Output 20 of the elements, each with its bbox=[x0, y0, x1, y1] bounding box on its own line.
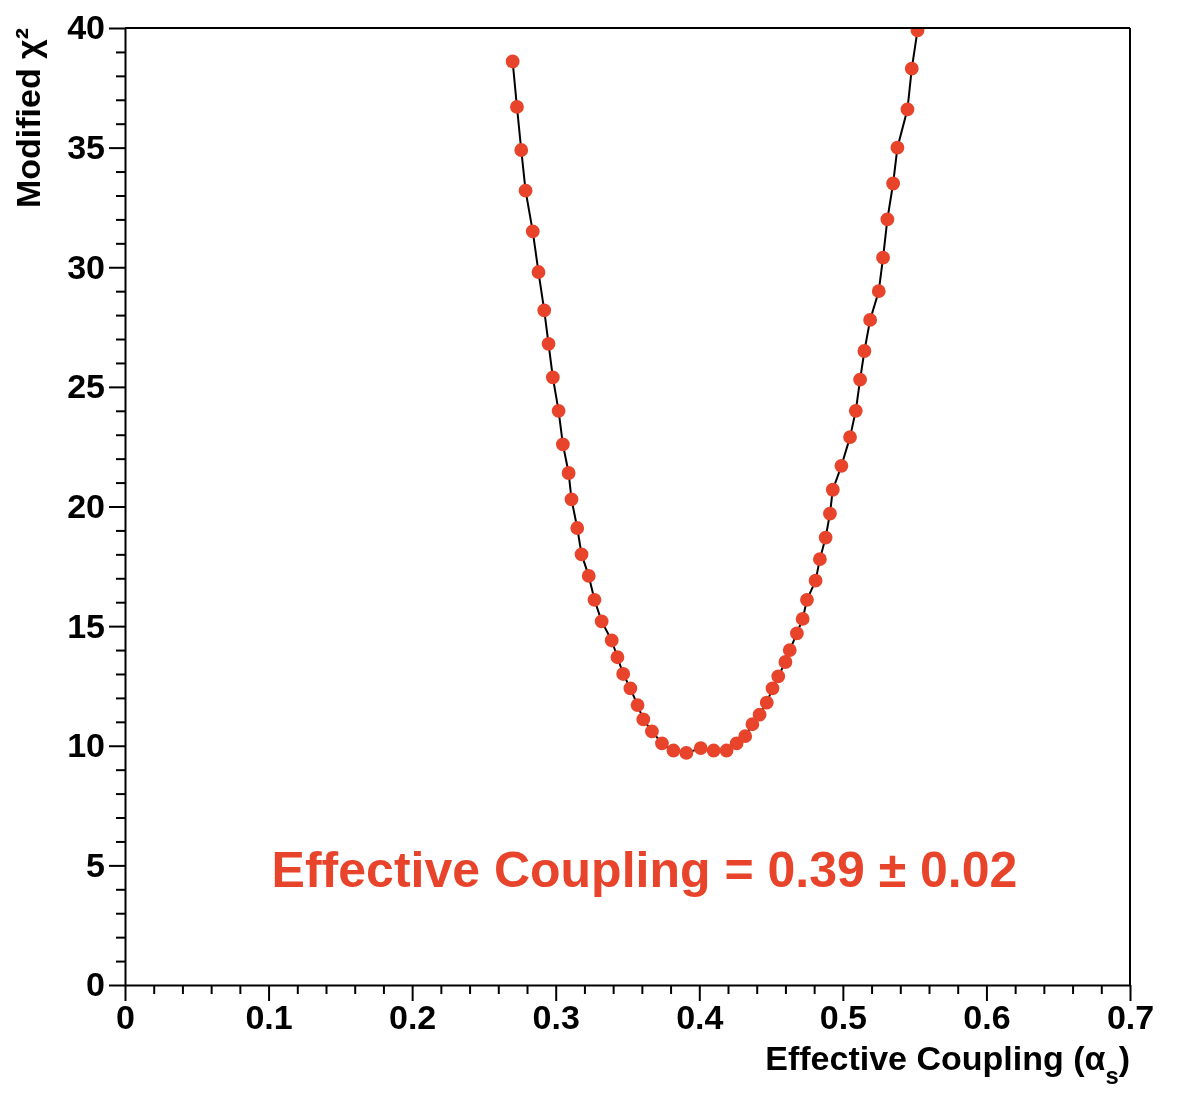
y-tick-label: 10 bbox=[67, 726, 105, 765]
x-tick-label: 0.4 bbox=[676, 998, 724, 1037]
x-tick-label: 0.7 bbox=[1106, 998, 1155, 1037]
x-tick-label: 0.2 bbox=[389, 998, 437, 1037]
y-tick-label: 5 bbox=[86, 845, 105, 884]
x-axis-title: Effective Coupling (α$_{s}$) bbox=[765, 1039, 1130, 1089]
x-tick-label: 0 bbox=[116, 998, 135, 1037]
y-tick-label: 30 bbox=[67, 247, 105, 286]
x-tick-label: 0.5 bbox=[819, 998, 867, 1037]
y-tick-label: 40 bbox=[67, 8, 105, 47]
y-tick-label: 15 bbox=[67, 606, 105, 645]
y-tick-label: 20 bbox=[67, 486, 105, 525]
x-tick-label: 0.3 bbox=[532, 998, 580, 1037]
x-tick-label: 0.1 bbox=[245, 998, 293, 1037]
y-axis-title: Modified χ² bbox=[9, 28, 47, 209]
y-tick-label: 35 bbox=[67, 128, 105, 167]
annotation: Effective Coupling = 0.39 ± 0.02 bbox=[271, 842, 1018, 898]
x-tick-label: 0.6 bbox=[963, 998, 1011, 1037]
y-tick-label: 0 bbox=[86, 965, 105, 1004]
y-tick-label: 25 bbox=[67, 367, 105, 406]
